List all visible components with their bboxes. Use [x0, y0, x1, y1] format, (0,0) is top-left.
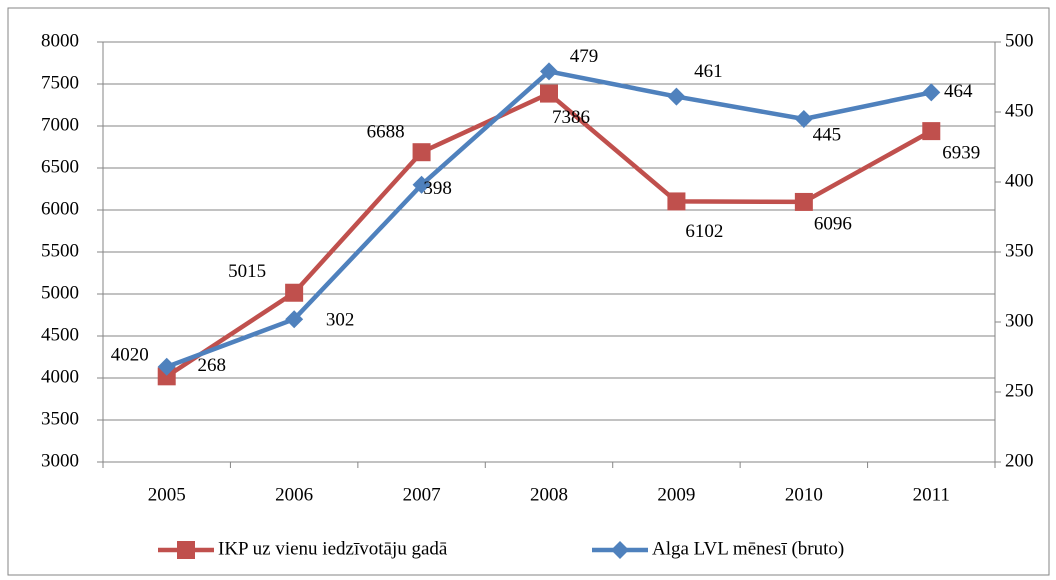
x-tick-label: 2007 — [403, 484, 441, 505]
y-tick-label: 7500 — [41, 72, 79, 93]
y2-tick-label: 300 — [1005, 310, 1034, 331]
data-label: 6102 — [685, 221, 723, 242]
data-label: 6096 — [814, 213, 852, 234]
y-tick-label: 6000 — [41, 198, 79, 219]
y-tick-label: 8000 — [41, 30, 79, 51]
data-label: 4020 — [111, 345, 149, 366]
marker — [285, 283, 304, 302]
marker — [611, 541, 629, 559]
data-label: 7386 — [552, 107, 590, 128]
x-tick-label: 2008 — [530, 484, 568, 505]
data-label: 398 — [423, 178, 452, 199]
x-tick-label: 2011 — [913, 484, 950, 505]
marker — [412, 175, 431, 194]
marker — [794, 192, 813, 211]
data-label: 5015 — [228, 261, 266, 282]
y2-tick-label: 400 — [1005, 170, 1034, 191]
marker — [794, 110, 813, 128]
y2-tick-label: 450 — [1005, 100, 1034, 121]
y-tick-label: 6500 — [41, 156, 79, 177]
marker — [177, 541, 195, 559]
data-label: 6939 — [942, 142, 980, 163]
y-tick-label: 3500 — [41, 408, 79, 429]
y-tick-label: 5000 — [41, 282, 79, 303]
marker — [157, 367, 176, 386]
y2-tick-label: 250 — [1005, 380, 1034, 401]
marker — [285, 310, 304, 329]
data-label: 461 — [694, 61, 723, 82]
x-tick-label: 2010 — [785, 484, 823, 505]
data-label: 302 — [326, 310, 355, 331]
data-label: 464 — [944, 81, 973, 102]
legend-label: IKP uz vienu iedzīvotāju gadā — [218, 538, 448, 559]
marker — [667, 87, 686, 106]
legend-label: Alga LVL mēnesī (bruto) — [652, 538, 844, 559]
y-tick-label: 5500 — [41, 240, 79, 261]
x-tick-label: 2006 — [275, 484, 313, 505]
data-label: 479 — [570, 46, 599, 67]
marker — [540, 62, 558, 81]
y2-tick-label: 200 — [1005, 450, 1034, 471]
data-label: 6688 — [367, 122, 405, 143]
y2-tick-label: 350 — [1005, 240, 1034, 261]
data-label: 445 — [813, 124, 842, 145]
y2-tick-label: 500 — [1005, 30, 1034, 51]
marker — [157, 357, 176, 376]
x-tick-label: 2009 — [657, 484, 695, 505]
y-tick-label: 4500 — [41, 324, 79, 345]
marker — [540, 84, 558, 103]
y-tick-label: 3000 — [41, 450, 79, 471]
y-tick-label: 4000 — [41, 366, 79, 387]
marker — [922, 83, 941, 102]
y-tick-label: 7000 — [41, 114, 79, 135]
x-tick-label: 2005 — [148, 484, 186, 505]
marker — [922, 122, 941, 141]
data-label: 268 — [197, 355, 226, 376]
marker — [412, 143, 431, 162]
marker — [667, 192, 686, 211]
